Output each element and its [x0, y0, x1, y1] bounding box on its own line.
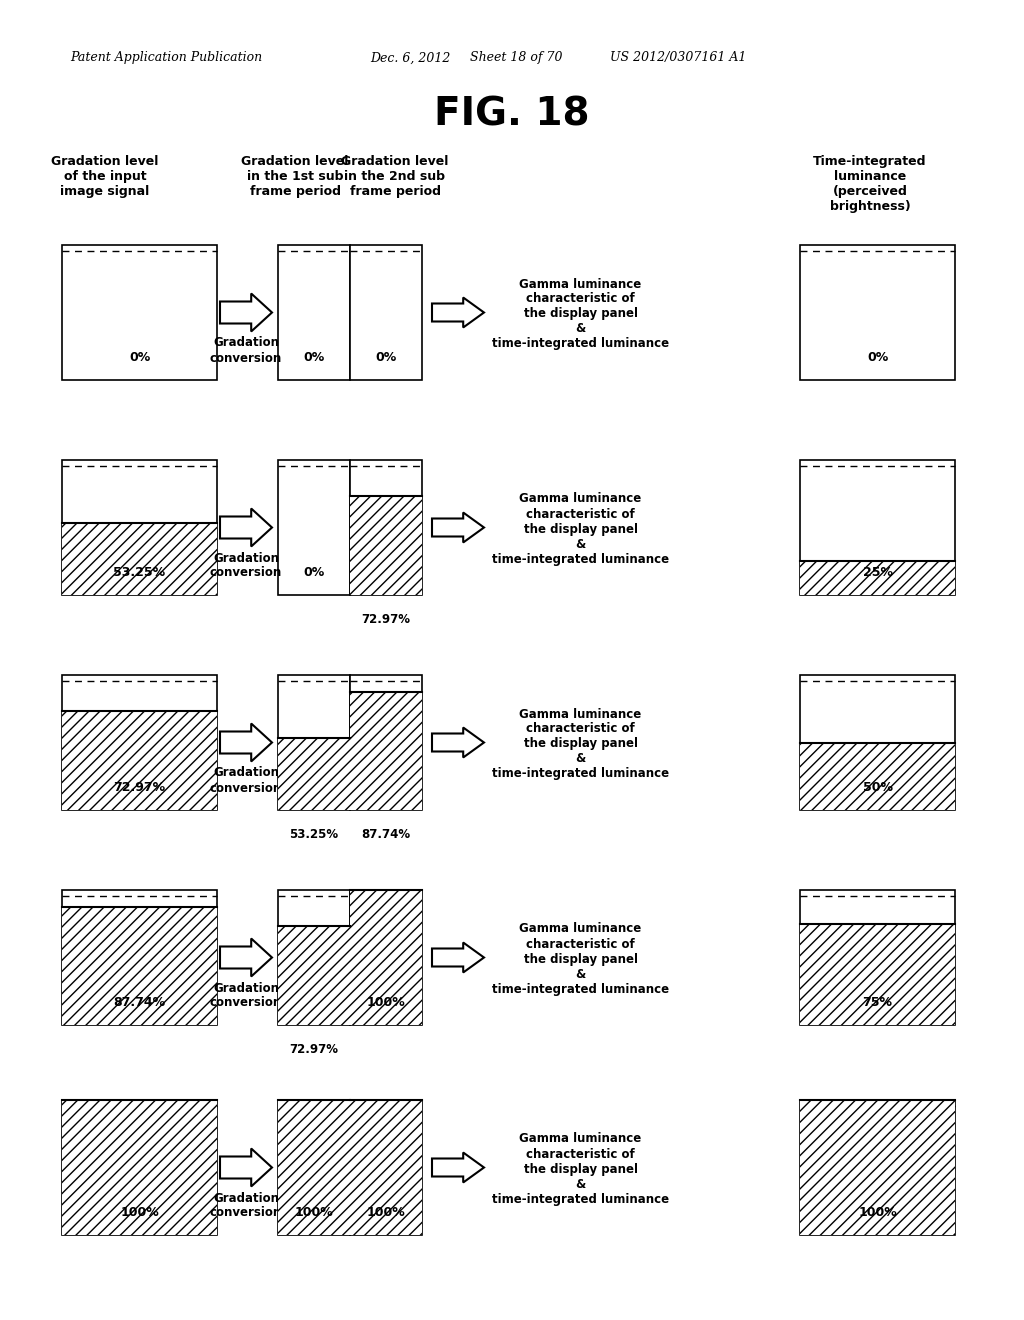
Text: 50%: 50%	[862, 781, 893, 793]
Text: Gradation
conversion: Gradation conversion	[210, 1192, 283, 1220]
Bar	[62, 711, 217, 810]
Bar	[62, 1100, 217, 1236]
Text: Gamma luminance
characteristic of
the display panel
&
time-integrated luminance: Gamma luminance characteristic of the di…	[492, 923, 669, 995]
Bar	[350, 675, 422, 810]
Bar	[278, 738, 350, 810]
Polygon shape	[432, 727, 484, 758]
Bar	[800, 890, 955, 1026]
Polygon shape	[432, 512, 484, 543]
Bar	[800, 459, 955, 595]
Bar	[800, 246, 955, 380]
Text: Gamma luminance
characteristic of
the display panel
&
time-integrated luminance: Gamma luminance characteristic of the di…	[492, 277, 669, 351]
Text: 0%: 0%	[129, 351, 151, 364]
Text: Gradation level
in the 1st sub
frame period: Gradation level in the 1st sub frame per…	[242, 154, 349, 198]
Text: 72.97%: 72.97%	[290, 1043, 339, 1056]
Text: 87.74%: 87.74%	[361, 828, 411, 841]
Text: Time-integrated
luminance
(perceived
brightness): Time-integrated luminance (perceived bri…	[813, 154, 927, 213]
Text: 75%: 75%	[862, 995, 893, 1008]
Bar	[800, 675, 955, 810]
Bar	[62, 675, 217, 810]
Bar	[62, 459, 217, 595]
Text: 100%: 100%	[295, 1205, 334, 1218]
Text: 0%: 0%	[303, 351, 325, 364]
Text: Gradation
conversion: Gradation conversion	[210, 982, 283, 1010]
Text: 72.97%: 72.97%	[114, 781, 166, 793]
Polygon shape	[432, 1152, 484, 1183]
Bar	[62, 1100, 217, 1236]
Bar	[62, 246, 217, 380]
Polygon shape	[220, 508, 272, 546]
Text: Gradation level
in the 2nd sub
frame period: Gradation level in the 2nd sub frame per…	[341, 154, 449, 198]
Text: 25%: 25%	[862, 566, 893, 578]
Text: Patent Application Publication: Patent Application Publication	[70, 51, 262, 65]
Bar	[800, 561, 955, 595]
Text: 100%: 100%	[367, 1205, 406, 1218]
Text: Gamma luminance
characteristic of
the display panel
&
time-integrated luminance: Gamma luminance characteristic of the di…	[492, 1133, 669, 1205]
Polygon shape	[220, 293, 272, 331]
Text: 0%: 0%	[867, 351, 888, 364]
Bar	[350, 246, 422, 380]
Polygon shape	[220, 1148, 272, 1187]
Bar	[278, 459, 350, 595]
Text: 87.74%: 87.74%	[114, 995, 166, 1008]
Bar	[800, 1100, 955, 1236]
Bar	[278, 675, 350, 810]
Bar	[350, 1100, 422, 1236]
Text: FIG. 18: FIG. 18	[434, 96, 590, 135]
Bar	[62, 523, 217, 595]
Bar	[350, 1100, 422, 1236]
Bar	[278, 246, 350, 380]
Text: Gradation
conversion: Gradation conversion	[210, 767, 283, 795]
Text: 100%: 100%	[367, 995, 406, 1008]
Text: Sheet 18 of 70: Sheet 18 of 70	[470, 51, 562, 65]
Text: 53.25%: 53.25%	[290, 828, 339, 841]
Bar	[62, 907, 217, 1026]
Text: 53.25%: 53.25%	[114, 566, 166, 578]
Bar	[278, 1100, 350, 1236]
Bar	[278, 890, 350, 1026]
Text: US 2012/0307161 A1: US 2012/0307161 A1	[610, 51, 746, 65]
Bar	[800, 924, 955, 1026]
Polygon shape	[220, 939, 272, 977]
Text: 100%: 100%	[120, 1205, 159, 1218]
Text: 72.97%: 72.97%	[361, 612, 411, 626]
Bar	[350, 890, 422, 1026]
Text: Gradation
conversion: Gradation conversion	[210, 552, 283, 579]
Text: Gradation
conversion: Gradation conversion	[210, 337, 283, 364]
Bar	[350, 890, 422, 1026]
Text: Gamma luminance
characteristic of
the display panel
&
time-integrated luminance: Gamma luminance characteristic of the di…	[492, 708, 669, 780]
Bar	[800, 1100, 955, 1236]
Bar	[278, 927, 350, 1026]
Bar	[350, 496, 422, 595]
Text: 0%: 0%	[303, 566, 325, 578]
Bar	[278, 1100, 350, 1236]
Polygon shape	[220, 723, 272, 762]
Text: Gradation level
of the input
image signal: Gradation level of the input image signa…	[51, 154, 159, 198]
Bar	[800, 742, 955, 810]
Polygon shape	[432, 942, 484, 973]
Text: Gamma luminance
characteristic of
the display panel
&
time-integrated luminance: Gamma luminance characteristic of the di…	[492, 492, 669, 565]
Text: Dec. 6, 2012: Dec. 6, 2012	[370, 51, 451, 65]
Text: 100%: 100%	[858, 1205, 897, 1218]
Polygon shape	[432, 297, 484, 327]
Bar	[350, 692, 422, 810]
Text: 0%: 0%	[376, 351, 396, 364]
Bar	[62, 890, 217, 1026]
Bar	[350, 459, 422, 595]
